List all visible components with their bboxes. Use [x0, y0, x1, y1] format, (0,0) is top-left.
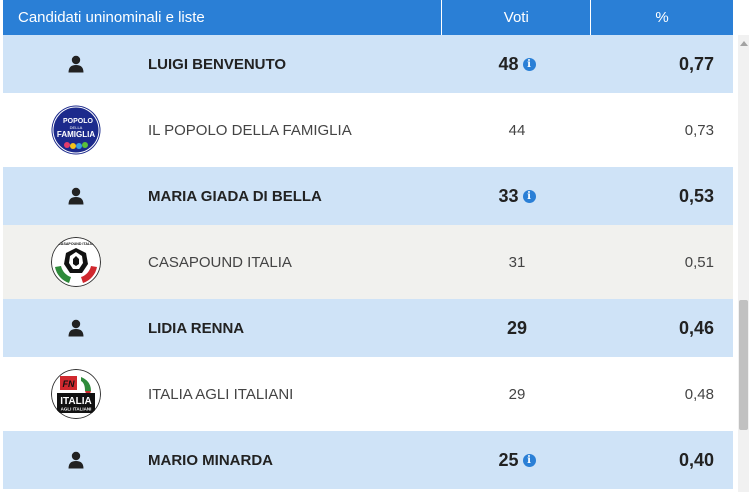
scroll-up-arrow-icon[interactable]	[740, 41, 748, 46]
list-row: CASAPOUND ITALIA CASAPOUND ITALIA 31 0,5…	[3, 225, 733, 299]
candidate-pct: 0,53	[678, 185, 714, 206]
svg-text:DELLA: DELLA	[69, 125, 82, 130]
candidate-name: LUIGI BENVENUTO	[148, 55, 287, 73]
list-name: CASAPOUND ITALIA	[148, 253, 292, 271]
person-icon	[68, 319, 83, 337]
header-pct: %	[655, 9, 669, 26]
header-candidates: Candidati uninominali e liste	[3, 0, 443, 35]
info-icon[interactable]: i	[522, 57, 536, 71]
candidate-votes: 25 i	[448, 450, 586, 471]
list-name: IL POPOLO DELLA FAMIGLIA	[148, 121, 352, 139]
candidate-row: LIDIA RENNA 29 0,46	[3, 299, 733, 357]
candidate-pct: 0,46	[678, 317, 714, 338]
candidate-name: LIDIA RENNA	[148, 319, 245, 337]
list-votes: 29	[508, 385, 526, 403]
info-icon[interactable]: i	[522, 189, 536, 203]
candidate-votes: 29	[506, 317, 528, 338]
person-icon	[68, 55, 83, 73]
list-name: ITALIA AGLI ITALIANI	[148, 385, 294, 403]
candidate-name: MARIA GIADA DI BELLA	[148, 187, 322, 205]
candidate-name: MARIO MINARDA	[148, 451, 273, 469]
info-icon[interactable]: i	[522, 453, 536, 467]
italia-agli-italiani-logo: FN ITALIA AGLI ITALIANI	[50, 369, 101, 419]
person-icon	[68, 451, 83, 469]
candidate-row: LUIGI BENVENUTO 48 i 0,77	[3, 35, 733, 93]
candidate-votes: 48 i	[448, 54, 586, 75]
candidate-pct: 0,77	[678, 53, 714, 74]
svg-text:FN: FN	[62, 379, 74, 389]
casapound-logo: CASAPOUND ITALIA	[50, 237, 101, 287]
candidate-votes: 33 i	[448, 186, 586, 207]
scrollbar-thumb[interactable]	[739, 300, 748, 430]
list-pct: 0,48	[684, 385, 714, 403]
list-pct: 0,51	[684, 253, 714, 271]
svg-text:POPOLO: POPOLO	[63, 118, 94, 125]
list-row: FN ITALIA AGLI ITALIANI ITALIA AGLI ITAL…	[3, 357, 733, 431]
svg-text:FAMIGLIA: FAMIGLIA	[56, 130, 94, 139]
list-pct: 0,73	[684, 121, 714, 139]
results-table: Candidati uninominali e liste Voti % LUI…	[3, 0, 733, 489]
candidate-pct: 0,40	[678, 449, 714, 470]
list-row: POPOLO DELLA FAMIGLIA IL POPOLO DELLA FA…	[3, 93, 733, 167]
list-votes: 31	[508, 253, 526, 271]
table-header: Candidati uninominali e liste Voti %	[3, 0, 733, 35]
svg-text:AGLI ITALIANI: AGLI ITALIANI	[60, 407, 91, 412]
candidate-row: MARIO MINARDA 25 i 0,40	[3, 431, 733, 489]
candidate-row: MARIA GIADA DI BELLA 33 i 0,53	[3, 167, 733, 225]
svg-text:CASAPOUND ITALIA: CASAPOUND ITALIA	[58, 242, 94, 246]
svg-text:ITALIA: ITALIA	[60, 396, 91, 407]
list-votes: 44	[508, 121, 526, 139]
person-icon	[68, 187, 83, 205]
vertical-scrollbar[interactable]	[738, 35, 749, 492]
header-votes: Voti	[442, 0, 592, 35]
popolo-della-famiglia-logo: POPOLO DELLA FAMIGLIA	[51, 105, 100, 155]
